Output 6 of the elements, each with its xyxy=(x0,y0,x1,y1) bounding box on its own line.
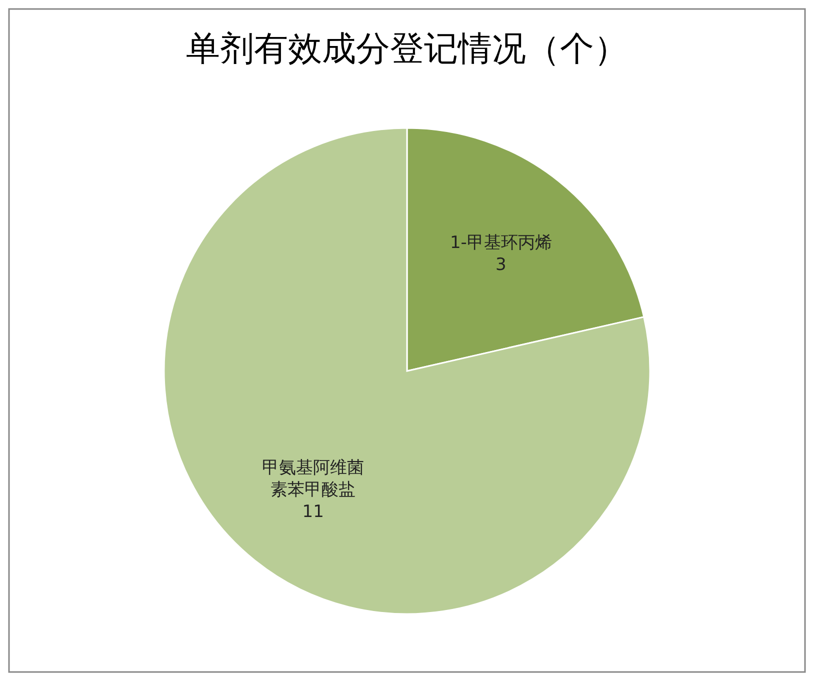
pie-slice xyxy=(163,127,651,615)
data-label: 11 xyxy=(302,502,324,522)
chart-title: 单剂有效成分登记情况（个） xyxy=(186,29,628,69)
slice-label: 甲氨基阿维菌素苯甲酸盐 xyxy=(262,458,364,500)
slice-label: 1-甲基环丙烯 xyxy=(450,233,552,254)
data-label: 3 xyxy=(496,255,506,276)
